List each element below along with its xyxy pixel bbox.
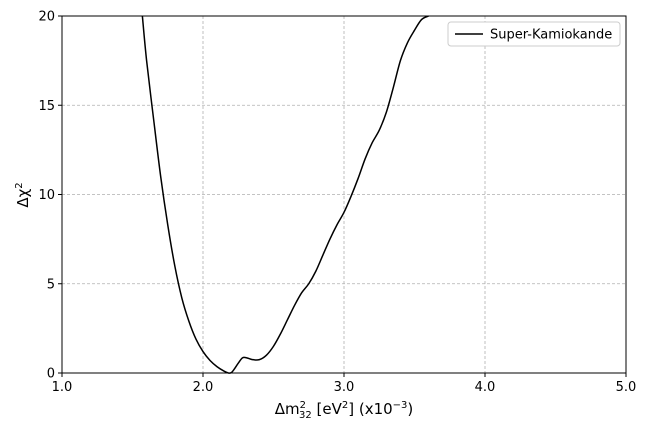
grid (62, 16, 626, 373)
y-axis-label: Δχ2 (14, 182, 32, 207)
axis-tick-labels: 1.0 2.0 3.0 4.0 5.0 0 5 10 15 20 (38, 10, 636, 396)
plot-series (141, 15, 429, 374)
y-tick-label: 5 (47, 277, 55, 292)
axis-ticks (58, 15, 627, 377)
x-tick-label: 2.0 (193, 380, 214, 395)
x-axis-label: Δm2 32 [eV2] (x10−3) (275, 400, 414, 421)
x-tick-label: 3.0 (334, 380, 355, 395)
legend-box (447, 21, 621, 47)
series-line (141, 15, 429, 374)
x-tick-label: 1.0 (52, 380, 73, 395)
x-tick-label: 4.0 (475, 380, 496, 395)
y-tick-label: 10 (38, 188, 55, 203)
x-tick-label: 5.0 (616, 380, 637, 395)
y-tick-label: 0 (47, 367, 55, 382)
legend: Super-Kamiokande (447, 21, 621, 47)
legend-label: Super-Kamiokande (490, 28, 612, 43)
y-tick-label: 15 (38, 99, 55, 114)
y-tick-label: 20 (38, 10, 55, 25)
